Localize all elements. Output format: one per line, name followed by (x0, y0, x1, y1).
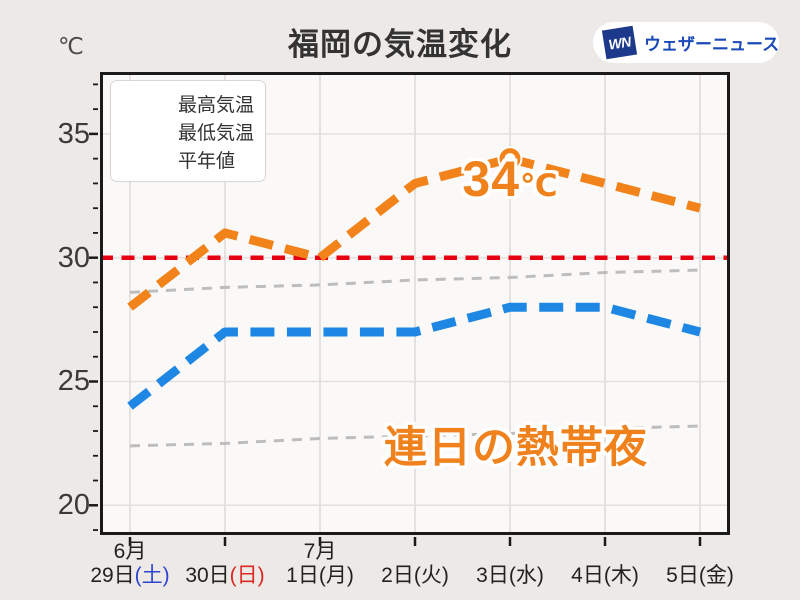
y-tick-label: 30 (57, 241, 90, 274)
x-tick-label: 2日(火) (381, 564, 449, 587)
x-tick-label: 30日(日) (185, 564, 265, 587)
legend-item-max-temp: 最高気温 (123, 91, 255, 116)
y-axis-unit-label: ℃ (58, 33, 84, 59)
y-tick-label: 20 (57, 489, 90, 522)
legend-label: 最低気温 (178, 123, 255, 144)
series-最低気温 (127, 302, 702, 410)
legend-item-normal: 平年値 (123, 147, 253, 172)
normal-dash-icon (123, 158, 167, 161)
min-temp-dash-icon (123, 127, 167, 136)
peak-temperature-annotation: 34℃ (462, 154, 557, 204)
x-tick-label: 1日(月) (286, 564, 354, 587)
legend-label: 最高気温 (178, 95, 255, 116)
temperature-line-chart (89, 72, 730, 546)
x-tick-label: 5日(金) (666, 564, 734, 587)
page-title: 福岡の気温変化 (288, 27, 512, 62)
chart-legend: 最高気温 最低気温 平年値 (110, 80, 266, 182)
tropical-nights-annotation: 連日の熱帯夜 (384, 424, 648, 472)
legend-item-min-temp: 最低気温 (123, 119, 255, 144)
peak-value-text: 34 (462, 151, 521, 207)
peak-unit-text: ℃ (520, 168, 558, 203)
month-label: 7月 (303, 540, 337, 563)
series-平年値(最低) (129, 424, 701, 448)
x-tick-label: 29日(土) (90, 564, 170, 587)
wn-logo-icon: WN (601, 25, 638, 60)
max-temp-dash-icon (123, 99, 167, 108)
month-label: 6月 (113, 540, 147, 563)
peak-marker (499, 148, 521, 170)
x-tick-label: 3日(水) (476, 564, 544, 587)
x-tick-label: 4日(木) (571, 564, 639, 587)
series-最高気温 (127, 154, 702, 311)
y-tick-label: 25 (57, 365, 90, 398)
weathernews-logo: WN ウェザーニュース (593, 22, 779, 63)
y-tick-label: 35 (57, 117, 90, 150)
series-平年値(最高) (129, 268, 701, 294)
legend-label: 平年値 (178, 151, 236, 172)
logo-brand-name: ウェザーニュース (644, 35, 780, 54)
